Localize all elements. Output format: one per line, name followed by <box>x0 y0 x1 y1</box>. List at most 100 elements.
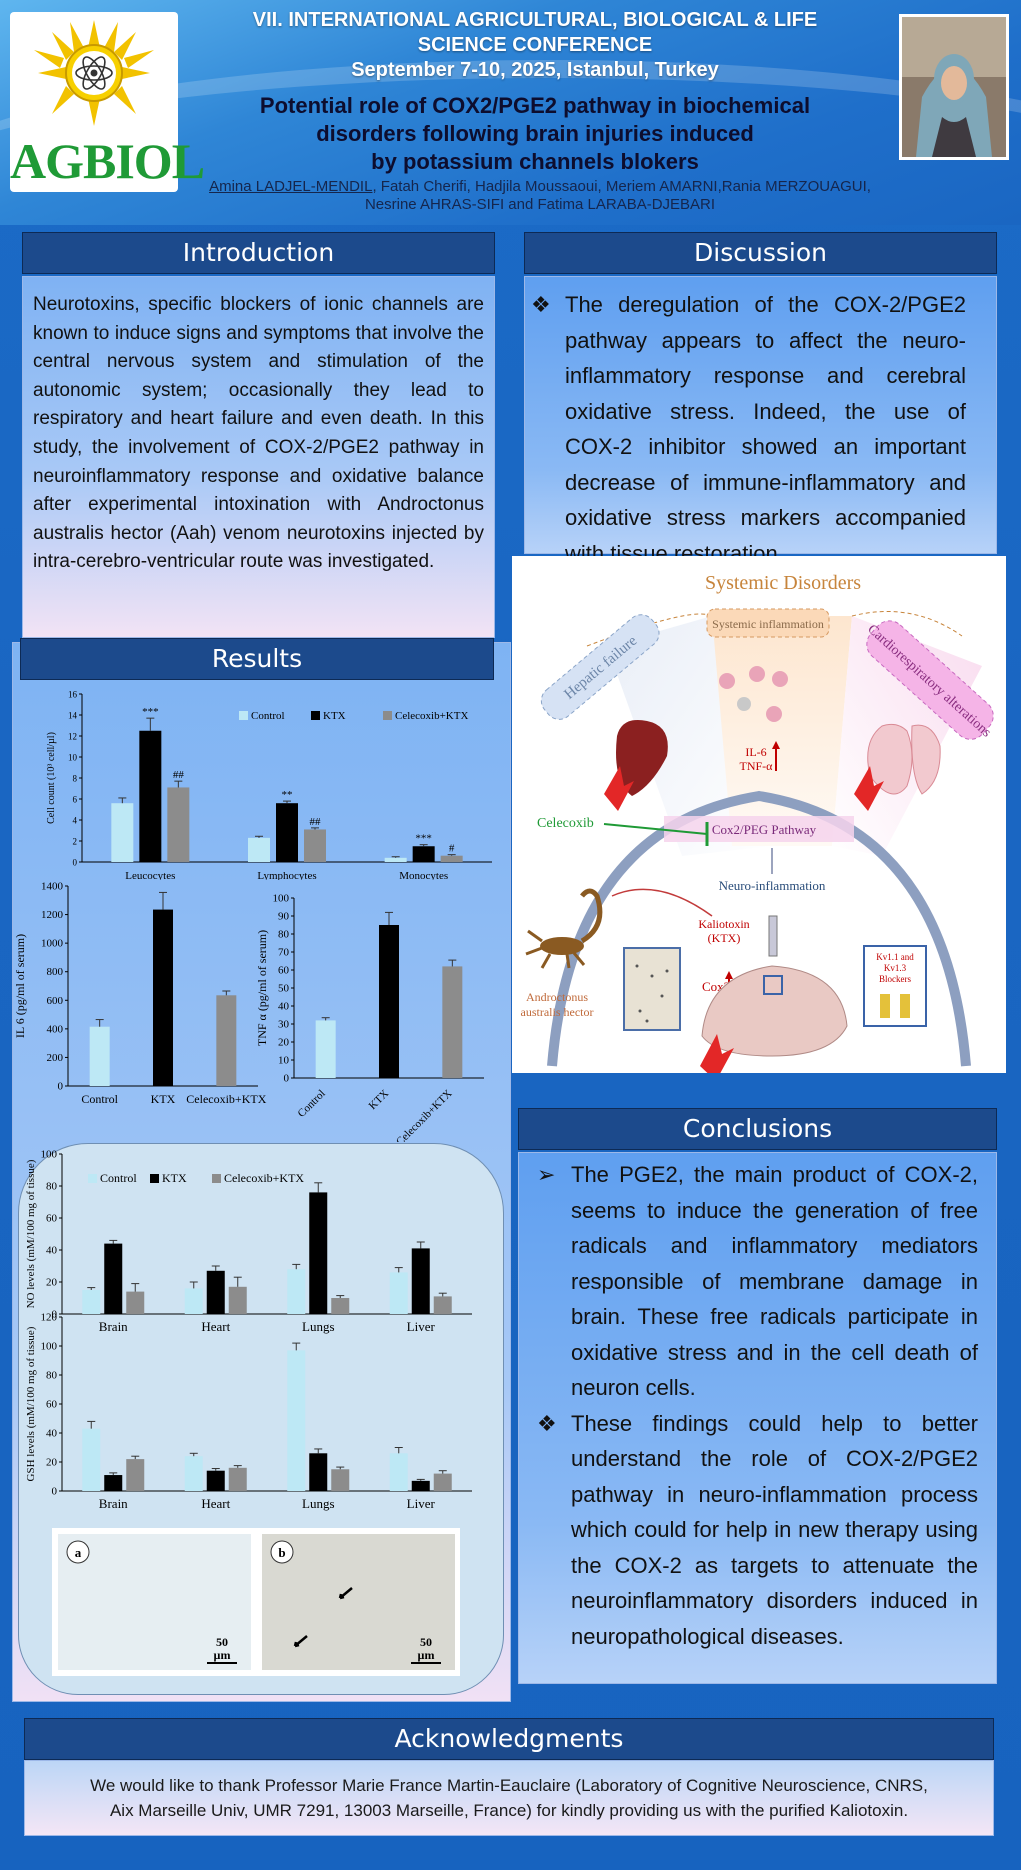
conference-line-2: SCIENCE CONFERENCE <box>417 34 653 56</box>
brain-icon <box>701 965 848 1057</box>
bar <box>248 837 270 862</box>
y-tick-label: 10 <box>68 753 78 763</box>
hepatic-failure-box <box>540 614 660 720</box>
y-tick-label: 100 <box>41 1341 58 1353</box>
significance-mark: *** <box>142 706 159 718</box>
micrograph-label-a: a <box>75 1545 82 1560</box>
y-tick-label: 50 <box>278 983 290 995</box>
bar <box>379 925 399 1078</box>
authors-line-2: Nesrine AHRAS-SIFI and Fatima LARABA-DJE… <box>364 196 716 213</box>
y-tick-label: 40 <box>46 1245 58 1257</box>
systemic-disorders-diagram: Systemic Disorders Systemic inflammation… <box>512 556 1006 1081</box>
bar <box>411 1248 430 1314</box>
blockers-label-1: Kv1.1 and <box>876 952 914 962</box>
introduction-panel: Neurotoxins, specific blockers of ionic … <box>22 276 495 638</box>
category-label: KTX <box>367 1088 392 1113</box>
y-tick-label: 100 <box>273 893 290 905</box>
kaliotoxin-label: Kaliotoxin <box>698 917 749 931</box>
y-tick-label: 0 <box>284 1073 290 1085</box>
category-label: KTX <box>151 1092 176 1106</box>
y-tick-label: 400 <box>47 1023 64 1035</box>
y-tick-label: 60 <box>278 965 290 977</box>
bar <box>206 1470 225 1491</box>
arrow-icon <box>338 1587 353 1600</box>
logo-word: AGBIOL <box>10 133 205 189</box>
y-tick-label: 4 <box>73 816 78 826</box>
acknowledgments-heading: Acknowledgments <box>24 1718 994 1760</box>
systemic-inflammation-label: Systemic inflammation <box>712 617 824 631</box>
scorpion-label-2: australis hector <box>521 1005 594 1019</box>
category-label: Control <box>296 1088 328 1120</box>
bar <box>276 803 298 862</box>
author-portrait-icon <box>902 17 1006 157</box>
category-label: Lungs <box>302 1496 335 1511</box>
ack-line-2: Aix Marseille Univ, UMR 7291, 13003 Mars… <box>109 1801 909 1820</box>
y-tick-label: 20 <box>46 1277 58 1289</box>
discussion-heading: Discussion <box>524 232 997 274</box>
pathway-diagram-svg: Systemic Disorders Systemic inflammation… <box>521 572 994 1081</box>
bar <box>315 1020 336 1078</box>
authors: Amina LADJEL-MENDIL, Fatah Cherifi, Hadj… <box>150 178 930 214</box>
scorpion-icon <box>525 888 603 969</box>
conclusion-bullet-1: ➢ The PGE2, the main product of COX-2, se… <box>519 1157 978 1406</box>
bar <box>309 1453 328 1491</box>
conclusion-bullet-2: ❖ These findings could help to better und… <box>519 1406 978 1655</box>
scale-b-value: 50 <box>420 1635 432 1649</box>
category-label: Liver <box>407 1319 436 1334</box>
y-tick-label: 120 <box>41 1313 58 1324</box>
legend-swatch <box>150 1174 159 1183</box>
cardio-box <box>866 620 994 740</box>
bar <box>228 1467 247 1491</box>
y-tick-label: 800 <box>47 966 64 978</box>
il6-label: IL-6 <box>745 745 766 759</box>
bar <box>331 1469 350 1491</box>
conference-info: VII. INTERNATIONAL AGRICULTURAL, BIOLOGI… <box>180 8 890 83</box>
il6-chart: 0 200 400 600 800 1000 1200 1400 IL 6 (pg/ml of … <box>13 882 267 1106</box>
category-label: Heart <box>201 1496 230 1511</box>
lungs-icon <box>867 723 913 795</box>
authors-line-1: , Fatah Cherifi, Hadjila Moussaoui, Meri… <box>372 178 871 195</box>
y-tick-label: 8 <box>73 774 78 784</box>
bar <box>228 1286 247 1314</box>
pathway-label: Cox2/PEG Pathway <box>712 822 817 837</box>
y-tick-label: 10 <box>278 1055 290 1067</box>
y-axis-label: IL 6 (pg/ml of serum) <box>13 934 27 1038</box>
y-axis-label: TNF α (pg/ml of serum) <box>255 930 269 1046</box>
scale-a-unit: µm <box>214 1648 231 1662</box>
y-tick-label: 200 <box>47 1052 64 1064</box>
y-tick-label: 40 <box>46 1428 58 1440</box>
systemic-inflammation-box <box>706 608 830 638</box>
category-label: Celecoxib+KTX <box>394 1088 454 1142</box>
bar <box>216 995 237 1086</box>
y-tick-label: 60 <box>46 1213 58 1225</box>
bar <box>304 829 326 862</box>
y-tick-label: 600 <box>47 995 64 1007</box>
legend-swatch <box>88 1174 97 1183</box>
legend-swatch <box>239 711 248 720</box>
conference-line-3: September 7-10, 2025, Istanbul, Turkey <box>351 59 719 81</box>
sun-atom-icon <box>34 20 154 126</box>
y-tick-label: 2 <box>73 837 78 847</box>
agbiol-logo: AGBIOL <box>10 12 205 192</box>
bar <box>287 1350 306 1491</box>
lightning-icon <box>604 766 634 811</box>
bar <box>82 1290 101 1314</box>
y-tick-label: 90 <box>278 911 290 923</box>
category-label: Brain <box>99 1319 128 1334</box>
celecoxib-label: Celecoxib <box>537 816 594 831</box>
tnf-chart: 0 10 20 30 40 50 60 70 80 90 100 TNF α (pg/ml of se… <box>255 893 484 1142</box>
tnf-label: TNF-α <box>740 759 774 773</box>
legend-label: KTX <box>323 710 346 722</box>
tissue-inset <box>623 947 681 1031</box>
ack-line-1: We would like to thank Professor Marie F… <box>90 1776 928 1795</box>
y-tick-label: 14 <box>68 711 78 721</box>
discussion-bullet: ❖ The deregulation of the COX-2/PGE2 path… <box>525 287 966 571</box>
liver-icon <box>616 720 668 796</box>
bar <box>111 803 134 862</box>
category-label: Control <box>81 1092 118 1106</box>
y-tick-label: 20 <box>46 1457 58 1469</box>
introduction-text: Neurotoxins, specific blockers of ionic … <box>33 294 484 573</box>
discussion-panel: ❖ The deregulation of the COX-2/PGE2 path… <box>524 276 997 566</box>
micrograph-images: a b 50 µm 50 µm <box>58 1534 455 1670</box>
legend-label: Celecoxib+KTX <box>395 710 468 722</box>
